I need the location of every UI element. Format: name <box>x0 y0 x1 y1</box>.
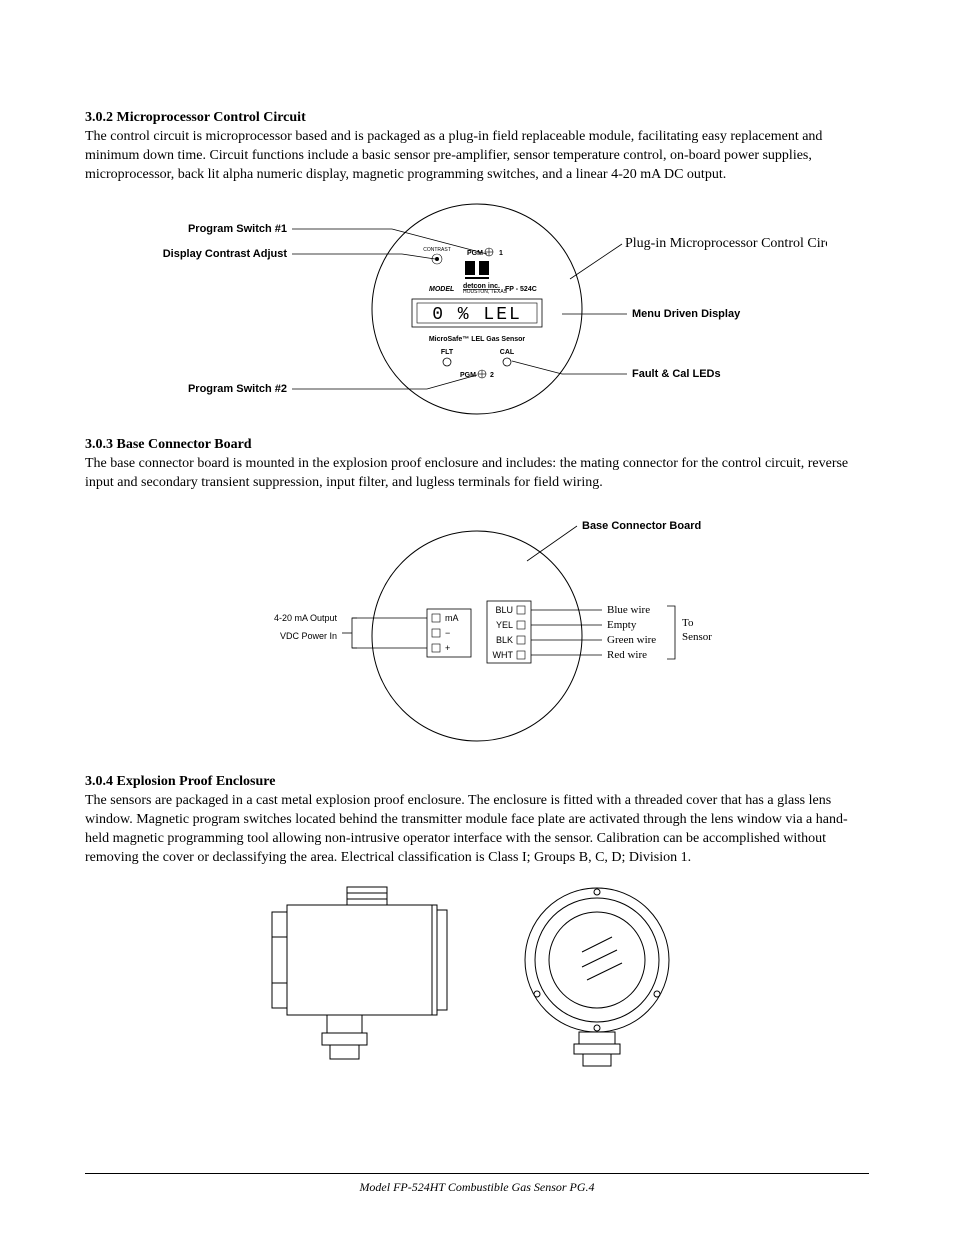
body-302: The control circuit is microprocessor ba… <box>85 128 869 185</box>
label-contrast-adjust: Display Contrast Adjust <box>163 248 288 260</box>
left-term-neg: − <box>445 628 450 638</box>
label-fault-cal: Fault & Cal LEDs <box>632 368 721 380</box>
heading-303: 3.0.3 Base Connector Board <box>85 437 869 453</box>
page-footer: Model FP-524HT Combustible Gas Sensor PG… <box>85 1173 869 1195</box>
right-label-blue: Blue wire <box>607 604 650 616</box>
heading-302: 3.0.2 Microprocessor Control Circuit <box>85 110 869 126</box>
panel-subtitle: MicroSafe™ LEL Gas Sensor <box>429 336 526 343</box>
panel-pgm2: PGM <box>460 372 476 379</box>
left-term-pos: + <box>445 643 450 653</box>
panel-pgm1-num: 1 <box>499 250 503 257</box>
label-pgm1: Program Switch #1 <box>188 223 287 235</box>
left-label-420: 4-20 mA Output <box>274 613 338 623</box>
body-303: The base connector board is mounted in t… <box>85 455 869 493</box>
heading-304: 3.0.4 Explosion Proof Enclosure <box>85 774 869 790</box>
body-304: The sensors are packaged in a cast metal… <box>85 792 869 868</box>
right-group-sensor: Sensor <box>682 631 712 643</box>
panel-cal: CAL <box>500 349 515 356</box>
label-base-board: Base Connector Board <box>582 520 701 532</box>
figure-base-connector: Base Connector Board mA − + 4-20 mA Outp… <box>157 506 797 756</box>
label-menu-display: Menu Driven Display <box>632 308 741 320</box>
figure-microprocessor: Program Switch #1 Display Contrast Adjus… <box>127 199 827 419</box>
panel-brand-sub: HOUSTON, TEXAS <box>463 289 508 295</box>
right-label-green: Green wire <box>607 634 656 646</box>
figure-enclosure <box>227 882 727 1072</box>
panel-pgm1: PGM <box>467 250 483 257</box>
label-plugin-circuit: Plug-in Microprocessor Control Circuit <box>625 236 827 251</box>
panel-model: MODEL <box>429 286 454 293</box>
right-label-red: Red wire <box>607 649 647 661</box>
right-term-blk: BLK <box>496 635 513 645</box>
label-pgm2: Program Switch #2 <box>188 383 287 395</box>
left-label-vdc: VDC Power In <box>280 631 337 641</box>
right-term-blu: BLU <box>495 605 513 615</box>
left-term-ma: mA <box>445 613 459 623</box>
right-label-empty: Empty <box>607 619 637 631</box>
panel-flt: FLT <box>441 349 454 356</box>
right-term-wht: WHT <box>493 650 514 660</box>
right-term-yel: YEL <box>496 620 513 630</box>
panel-model-num: FP - 524C <box>505 286 537 293</box>
panel-pgm2-num: 2 <box>490 372 494 379</box>
panel-contrast: CONTRAST <box>423 247 451 253</box>
panel-display: 0 % LEL <box>432 305 522 325</box>
right-group-to: To <box>682 617 694 629</box>
